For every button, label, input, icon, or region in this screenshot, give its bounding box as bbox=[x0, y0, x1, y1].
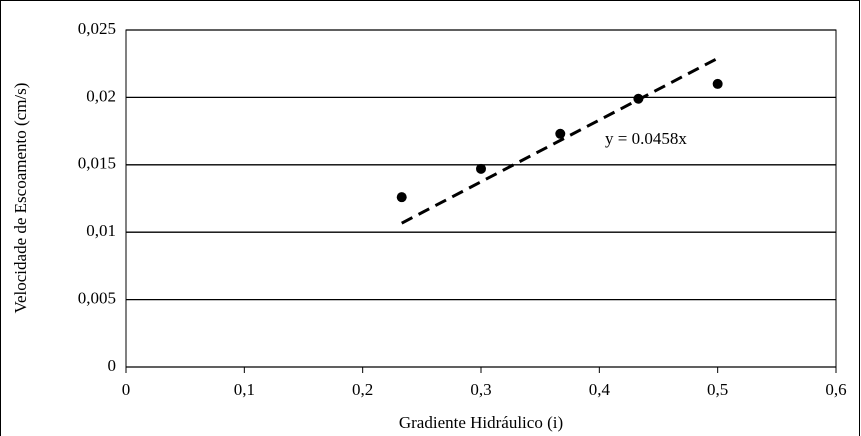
y-tick-label: 0,015 bbox=[78, 154, 116, 173]
x-tick-label: 0 bbox=[122, 380, 131, 399]
y-tick-label: 0 bbox=[108, 356, 117, 375]
point bbox=[396, 192, 407, 203]
y-tick-label: 0,005 bbox=[78, 289, 116, 308]
point bbox=[476, 163, 486, 174]
point bbox=[633, 93, 644, 104]
plot-border bbox=[125, 29, 837, 368]
x-tick-label: 0,2 bbox=[352, 380, 373, 399]
x-axis-title: Gradiente Hidráulico (i) bbox=[399, 413, 563, 432]
point bbox=[555, 128, 566, 139]
trendline bbox=[401, 56, 719, 225]
x-tick-label: 0,6 bbox=[825, 380, 846, 399]
y-tick-label: 0,01 bbox=[86, 221, 116, 240]
trendline-label: y = 0.0458x bbox=[605, 129, 687, 148]
x-tick-label: 0,4 bbox=[589, 380, 611, 399]
y-tick-label: 0,02 bbox=[86, 86, 116, 105]
x-tick-label: 0,3 bbox=[470, 380, 491, 399]
x-tick-label: 0,5 bbox=[707, 380, 728, 399]
y-tick-label: 0,025 bbox=[78, 19, 116, 38]
point bbox=[712, 78, 723, 89]
x-tick-label: 0,1 bbox=[234, 380, 255, 399]
y-axis-title: Velocidade de Escoamento (cm/s) bbox=[11, 83, 30, 314]
